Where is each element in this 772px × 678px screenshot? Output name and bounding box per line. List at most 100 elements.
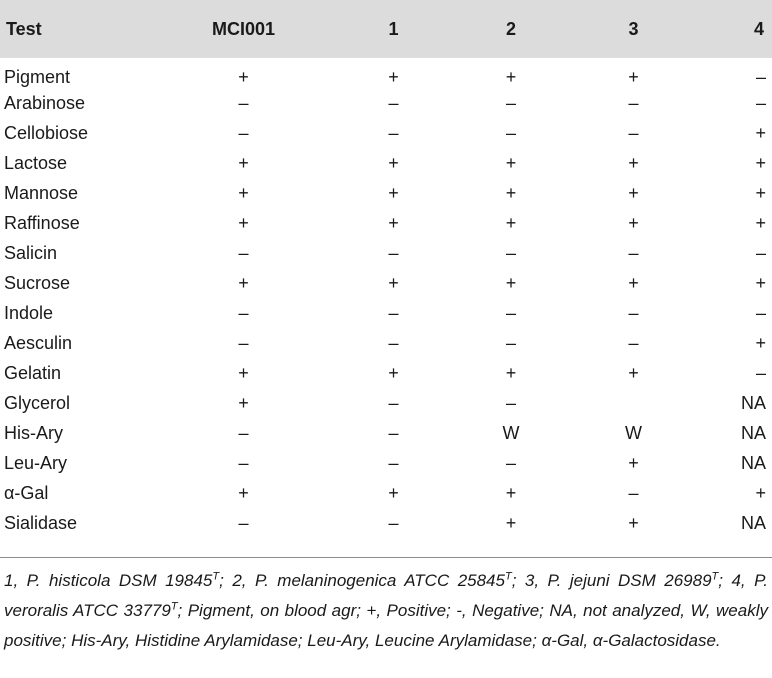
footnote-part-4: ; 4, P. veroralis ATCC 33779: [4, 571, 768, 620]
cell-strain-4: +: [755, 212, 766, 233]
cell-strain-3: –: [628, 302, 639, 323]
table-row: His-Ary – – W W NA: [0, 418, 772, 448]
cell-mci001: +: [238, 212, 249, 233]
cell-strain-4: –: [755, 66, 766, 87]
cell-test: Glycerol: [4, 392, 71, 413]
cell-strain-4: +: [755, 272, 766, 293]
cell-strain-1: +: [388, 182, 399, 203]
cell-strain-2: –: [505, 392, 516, 413]
cell-strain-1: –: [388, 122, 399, 143]
cell-strain-3: –: [628, 332, 639, 353]
table-row: Glycerol + – – NA: [0, 388, 772, 418]
cell-test: Sucrose: [4, 272, 71, 293]
cell-strain-3: –: [628, 482, 639, 503]
cell-strain-4: +: [755, 122, 766, 143]
table-row: Arabinose – – – – –: [0, 88, 772, 118]
cell-strain-1: +: [388, 152, 399, 173]
cell-strain-2: +: [505, 272, 517, 293]
footnote-part-5: ; Pigment, on blood agr; +, Positive; -,…: [4, 601, 768, 650]
cell-strain-3: –: [628, 122, 639, 143]
cell-strain-1: +: [388, 362, 399, 383]
cell-strain-4: –: [755, 302, 766, 323]
table-row: Aesculin – – – – +: [0, 328, 772, 358]
cell-strain-4: NA: [740, 452, 766, 473]
header-row: Test MCI001 1 2 3 4: [0, 0, 772, 58]
cell-test: Sialidase: [4, 512, 78, 533]
header-strain-2: 2: [505, 18, 516, 39]
cell-strain-3: W: [625, 422, 642, 443]
cell-strain-1: –: [388, 332, 399, 353]
table-row: Sucrose + + + + +: [0, 268, 772, 298]
cell-mci001: –: [238, 512, 249, 533]
cell-strain-3: –: [628, 242, 639, 263]
cell-test: Salicin: [4, 242, 58, 263]
footnote-part-1: 1, P. histicola DSM 19845: [4, 571, 213, 590]
cell-strain-1: –: [388, 242, 399, 263]
cell-strain-3: +: [628, 272, 639, 293]
cell-strain-4: NA: [740, 422, 766, 443]
cell-strain-4: +: [755, 152, 766, 173]
cell-strain-1: +: [388, 272, 399, 293]
table-bottom-rule: [0, 557, 772, 558]
cell-mci001: –: [238, 422, 249, 443]
cell-strain-3: [566, 388, 701, 418]
cell-test: Mannose: [4, 182, 79, 203]
table-row: Leu-Ary – – – + NA: [0, 448, 772, 478]
table-row: Raffinose + + + + +: [0, 208, 772, 238]
cell-mci001: +: [238, 66, 249, 87]
cell-strain-1: –: [388, 92, 399, 113]
cell-strain-2: +: [505, 152, 517, 173]
cell-mci001: –: [238, 92, 249, 113]
cell-mci001: –: [238, 452, 249, 473]
cell-strain-3: –: [628, 92, 639, 113]
cell-strain-2: –: [505, 302, 516, 323]
header-strain-3: 3: [628, 18, 639, 39]
cell-strain-1: +: [388, 66, 399, 87]
header-mci001: MCI001: [211, 18, 276, 39]
cell-strain-1: –: [388, 392, 399, 413]
cell-strain-4: –: [755, 242, 766, 263]
table-row: Cellobiose – – – – +: [0, 118, 772, 148]
header-test: Test: [6, 18, 42, 39]
table-row: Lactose + + + + +: [0, 148, 772, 178]
cell-mci001: +: [238, 362, 249, 383]
cell-mci001: –: [238, 302, 249, 323]
cell-strain-1: –: [388, 302, 399, 323]
cell-strain-4: +: [755, 332, 766, 353]
cell-strain-2: –: [505, 332, 516, 353]
cell-strain-1: +: [388, 482, 399, 503]
cell-test: Gelatin: [4, 362, 62, 383]
table-row: Pigment + + + + –: [0, 58, 772, 88]
cell-mci001: +: [238, 392, 249, 413]
cell-mci001: +: [238, 152, 249, 173]
cell-strain-2: +: [505, 66, 517, 87]
cell-strain-1: –: [388, 422, 399, 443]
table-footnote: 1, P. histicola DSM 19845T; 2, P. melani…: [4, 566, 768, 656]
cell-strain-2: –: [505, 452, 516, 473]
biochemical-test-table: Test MCI001 1 2 3 4 Pigment + + + + – Arabinos…: [0, 0, 772, 538]
cell-strain-2: –: [505, 92, 516, 113]
type-strain-mark: T: [711, 570, 719, 583]
cell-strain-2: +: [505, 212, 517, 233]
cell-strain-3: +: [628, 362, 639, 383]
footnote-part-3: ; 3, P. jejuni DSM 26989: [511, 571, 712, 590]
cell-mci001: +: [238, 272, 249, 293]
cell-strain-4: –: [755, 92, 766, 113]
cell-test: Arabinose: [4, 92, 86, 113]
cell-test: Pigment: [4, 66, 71, 87]
cell-strain-2: –: [505, 242, 516, 263]
table-row: α-Gal + + + – +: [0, 478, 772, 508]
table-body: Pigment + + + + – Arabinose – – – – – Cellobiose – – – –…: [0, 58, 772, 538]
cell-test: Raffinose: [4, 212, 80, 233]
cell-strain-3: +: [628, 512, 639, 533]
table-row: Salicin – – – – –: [0, 238, 772, 268]
cell-strain-4: NA: [740, 392, 766, 413]
cell-mci001: +: [238, 182, 249, 203]
cell-test: Leu-Ary: [4, 452, 68, 473]
cell-strain-3: +: [628, 182, 639, 203]
cell-strain-4: –: [755, 362, 766, 383]
cell-strain-1: +: [388, 212, 399, 233]
cell-strain-4: NA: [740, 512, 766, 533]
cell-test: Cellobiose: [4, 122, 89, 143]
